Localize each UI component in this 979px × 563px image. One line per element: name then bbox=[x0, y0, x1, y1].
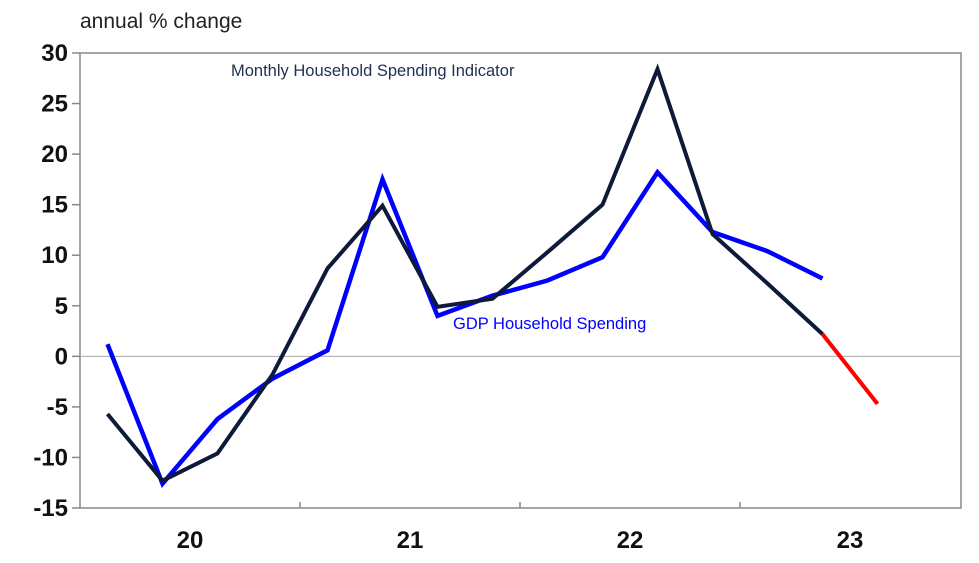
axes: 30 25 20 15 10 5 0 -5 -10 -15 20 21 22 23 bbox=[33, 40, 962, 554]
y-tick-label: 5 bbox=[55, 293, 68, 320]
series-line-gdp-household-spending bbox=[105, 168, 824, 489]
y-tick-label: 25 bbox=[41, 91, 68, 118]
x-tick-label: 21 bbox=[397, 527, 424, 554]
y-tick-label: 20 bbox=[41, 141, 68, 168]
series-line-monthly-household-spending-indicator bbox=[105, 63, 824, 484]
x-tick-label: 22 bbox=[617, 527, 644, 554]
y-axis-label: annual % change bbox=[80, 10, 242, 33]
x-tick-label: 23 bbox=[837, 527, 864, 554]
y-tick-label: 15 bbox=[41, 192, 68, 219]
y-tick-label: -5 bbox=[47, 394, 68, 421]
y-tick-label: 30 bbox=[41, 40, 68, 67]
y-tick-label: -15 bbox=[33, 495, 68, 522]
series-lines bbox=[105, 63, 880, 489]
annotation-monthly-indicator: Monthly Household Spending Indicator bbox=[231, 62, 515, 80]
series-line-monthly-household-spending-indicator-latest bbox=[820, 332, 880, 406]
y-tick-label: -10 bbox=[33, 444, 68, 471]
y-tick-label: 0 bbox=[55, 343, 68, 370]
x-tick-label: 20 bbox=[177, 527, 204, 554]
annotation-gdp-household-spending: GDP Household Spending bbox=[453, 315, 646, 333]
y-tick-label: 10 bbox=[41, 242, 68, 269]
plot-frame bbox=[79, 52, 962, 509]
